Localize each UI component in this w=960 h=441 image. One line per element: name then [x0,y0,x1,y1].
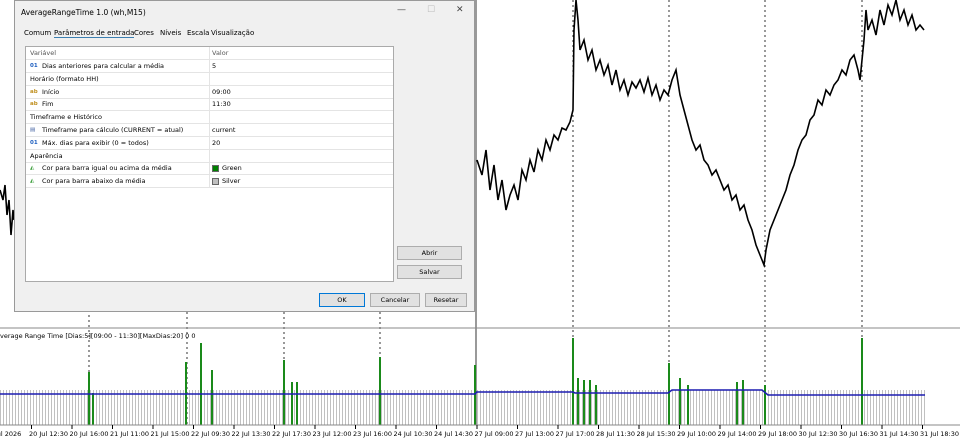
maximize: ☐ [427,5,436,15]
time-label: Jul 2026 [0,430,21,438]
time-label: 20 Jul 12:30 [29,430,68,438]
color-swatch [212,165,219,173]
row-value: 09:00 [212,87,231,96]
row-label: Timeframe e Histórico [30,113,102,122]
row-icon: ▤ [30,127,36,133]
color-swatch [212,178,219,186]
row-label: Cor para barra igual ou acima da média [42,164,172,173]
parameter-row[interactable]: ab Fim 11:30 [26,98,393,112]
time-label: 22 Jul 17:30 [272,430,311,438]
divider [209,47,210,60]
dialog-title: AverageRangeTime 1.0 (wh,M15) [21,8,146,17]
divider [209,60,210,73]
divider [209,111,210,125]
time-label: 22 Jul 13:30 [232,430,271,438]
tab[interactable]: Comum [24,29,52,37]
tab[interactable]: Visualização [211,29,255,37]
group-row: Timeframe e Histórico [26,111,393,125]
row-label: Cor para barra abaixo da média [42,177,146,186]
time-label: 29 Jul 14:00 [718,430,757,438]
price-line [0,184,15,236]
row-icon: ◭ [30,178,35,185]
divider [209,124,210,137]
tab[interactable]: Escala [187,29,210,37]
time-label: 23 Jul 12:00 [313,430,352,438]
divider [209,162,210,176]
divider [209,149,210,163]
row-icon: ◭ [30,165,35,172]
divider [209,85,210,99]
row-value: 20 [212,138,221,147]
button[interactable]: Salvar [397,265,462,279]
time-label: 23 Jul 16:00 [353,430,392,438]
row-icon: ab [30,101,38,108]
minimize[interactable]: — [397,5,406,15]
row-value: Green [222,164,242,173]
parameter-row[interactable]: ◭ Cor para barra abaixo da média Silver [26,175,393,189]
time-label: 20 Jul 16:00 [70,430,109,438]
parameter-row[interactable]: 01 Dias anteriores para calcular a média 5 [26,60,393,73]
row-value: Silver [222,177,241,186]
parameter-row[interactable]: 01 Máx. dias para exibir (0 = todos) 20 [26,136,393,150]
time-label: 21 Jul 11:00 [110,430,149,438]
group-row: Horário (formato HH) [26,72,393,86]
time-label: 31 Jul 14:30 [880,430,919,438]
divider [209,136,210,150]
time-label: 30 Jul 16:30 [839,430,878,438]
parameter-row[interactable]: ▤ Timeframe para cálculo (CURRENT = atual… [26,124,393,137]
time-label: 24 Jul 10:30 [394,430,433,438]
time-label: 27 Jul 13:00 [515,430,554,438]
time-label: 22 Jul 09:30 [191,430,230,438]
header-cell: Valor [212,49,229,57]
time-label: 29 Jul 10:00 [677,430,716,438]
button[interactable]: Resetar [425,293,467,307]
row-value: 5 [212,62,217,70]
indicator-label: verage Range Time [Dias:5][09:00 - 11:30… [0,332,195,340]
row-label: Aparência [30,151,63,160]
button[interactable]: Cancelar [370,293,420,307]
table-header: Variável Valor [26,47,393,60]
divider [209,175,210,189]
row-icon: 01 [30,63,38,69]
time-label: 28 Jul 15:30 [637,430,676,438]
row-label: Dias anteriores para calcular a média [42,62,165,70]
time-label: 29 Jul 18:00 [758,430,797,438]
price-line [476,0,925,269]
histogram-green [88,338,863,425]
histogram-gray [0,390,925,425]
average-line [0,389,925,396]
parameter-row[interactable]: ab Início 09:00 [26,85,393,99]
row-label: Horário (formato HH) [30,74,99,83]
group-row: Aparência [26,149,393,163]
row-label: Timeframe para cálculo (CURRENT = atual) [42,126,184,134]
time-label: 28 Jul 11:30 [596,430,635,438]
row-icon: ab [30,88,38,95]
time-label: 30 Jul 12:30 [799,430,838,438]
time-label: 31 Jul 18:30 [920,430,959,438]
divider [209,98,210,112]
button[interactable]: Abrir [397,246,462,260]
row-label: Máx. dias para exibir (0 = todos) [42,138,149,147]
tab[interactable]: Parâmetros de entrada [54,29,135,38]
row-value: 11:30 [212,100,231,109]
parameter-row[interactable]: ◭ Cor para barra igual ou acima da média G… [26,162,393,176]
tab[interactable]: Cores [134,29,154,37]
time-label: 21 Jul 15:00 [151,430,190,438]
dialog: AverageRangeTime 1.0 (wh,M15) — ☐ ✕ Comu… [14,0,475,312]
header-cell: Variável [30,49,57,57]
time-label: 27 Jul 17:00 [556,430,595,438]
close[interactable]: ✕ [456,5,464,15]
row-icon: 01 [30,139,38,146]
divider [209,72,210,86]
row-label: Fim [42,100,54,109]
row-value: current [212,126,236,134]
parameters-table: Variável Valor 01 Dias anteriores para calc… [25,46,394,282]
time-label: 24 Jul 14:30 [434,430,473,438]
row-label: Início [42,87,60,96]
time-label: 27 Jul 09:00 [475,430,514,438]
button[interactable]: OK [319,293,365,307]
tab[interactable]: Níveis [160,29,182,37]
